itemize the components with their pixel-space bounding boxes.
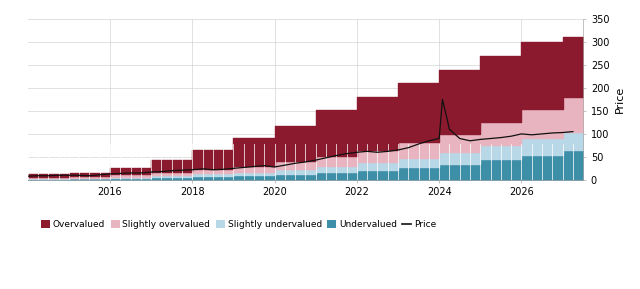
Y-axis label: Price: Price: [615, 86, 625, 113]
Legend: Overvalued, Slightly overvalued, Slightly undervalued, Undervalued, Price: Overvalued, Slightly overvalued, Slightl…: [38, 216, 440, 233]
